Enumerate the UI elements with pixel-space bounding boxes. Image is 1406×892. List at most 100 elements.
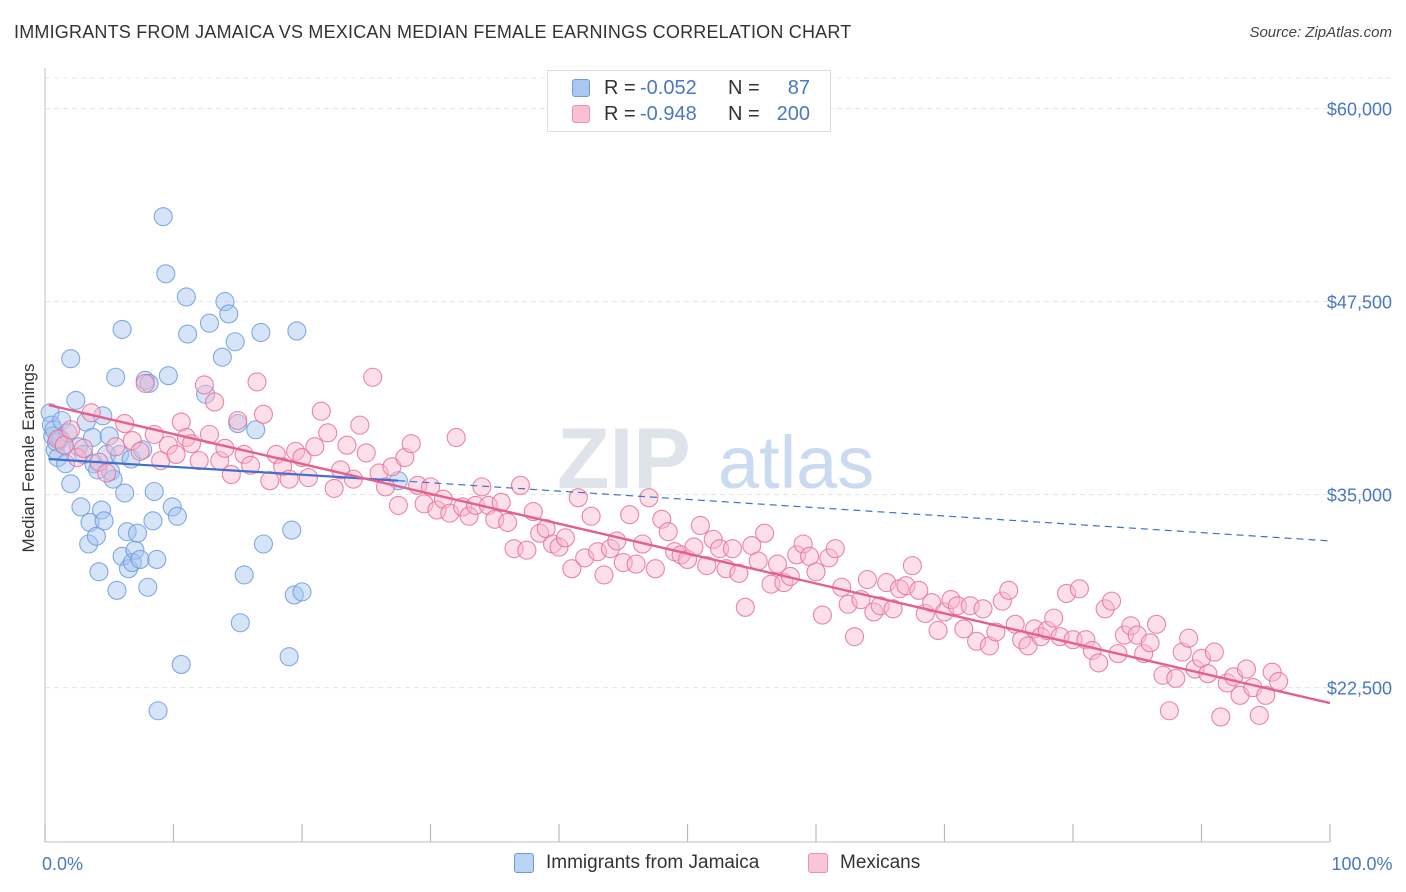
point-mexicans (401, 434, 421, 454)
point-mexicans (722, 539, 743, 559)
point-mexicans (979, 636, 1000, 656)
point-mexicans (562, 559, 582, 579)
point-mexicans (97, 463, 117, 483)
legend-n-value: 87 (787, 76, 810, 99)
point-jamaica (94, 511, 114, 531)
point-jamaica (125, 540, 145, 560)
point-mexicans (241, 455, 261, 475)
grid (45, 77, 1395, 689)
point-jamaica (147, 549, 167, 569)
point-jamaica (171, 654, 191, 674)
y-tick-label: $35,000 (1327, 486, 1392, 506)
x-tick-label: 100.0% (1331, 854, 1392, 874)
legend-r-value: -0.948 (640, 102, 697, 125)
point-mexicans (806, 562, 826, 582)
point-mexicans (517, 540, 537, 560)
point-mexicans (189, 451, 209, 471)
point-mexicans (819, 548, 839, 568)
point-mexicans (1140, 633, 1160, 653)
point-mexicans (130, 441, 150, 461)
point-mexicans (311, 401, 331, 421)
point-mexicans (228, 410, 248, 431)
point-mexicans (472, 477, 492, 497)
point-jamaica (80, 512, 100, 532)
point-mexicans (510, 475, 531, 495)
point-jamaica (86, 526, 106, 546)
point-mexicans (690, 515, 710, 536)
point-mexicans (1211, 707, 1231, 727)
point-mexicans (1236, 659, 1257, 679)
point-jamaica (106, 367, 126, 387)
bottom-legend: Immigrants from Jamaica Mexicans (0, 852, 1406, 878)
point-jamaica (284, 585, 304, 605)
point-jamaica (287, 321, 307, 341)
point-mexicans (324, 478, 344, 498)
point-jamaica (117, 522, 137, 542)
point-mexicans (1269, 671, 1289, 691)
trend-line-mexicans (48, 403, 1331, 705)
point-jamaica (122, 552, 142, 573)
point-mexicans (838, 594, 858, 614)
point-jamaica (199, 313, 220, 333)
point-mexicans (1018, 636, 1038, 656)
point-mexicans (1095, 599, 1115, 619)
point-mexicans (74, 438, 94, 458)
point-mexicans (205, 392, 225, 412)
point-jamaica (58, 423, 78, 443)
point-mexicans (122, 431, 142, 451)
point-jamaica (144, 481, 164, 502)
source-label: Source: ZipAtlas.com (1249, 24, 1392, 41)
point-jamaica (234, 565, 254, 585)
point-mexicans (973, 599, 993, 619)
point-mexicans (337, 435, 357, 455)
point-jamaica (127, 523, 148, 543)
point-mexicans (382, 457, 402, 477)
point-jamaica (176, 287, 196, 307)
point-mexicans (498, 512, 518, 532)
legend-row-jamaica: R = -0.052 N = 87 (548, 75, 810, 101)
point-mexicans (999, 580, 1019, 600)
point-jamaica (219, 304, 239, 324)
legend-swatch-jamaica (572, 79, 590, 97)
bottom-legend-jamaica: Immigrants from Jamaica (514, 852, 759, 874)
point-jamaica (246, 420, 266, 440)
point-mexicans (1166, 668, 1186, 688)
point-mexicans (767, 554, 788, 574)
point-mexicans (793, 534, 813, 554)
legend-swatch-mexicans (572, 105, 590, 123)
point-jamaica (158, 366, 178, 386)
bottom-legend-mexicans: Mexicans (808, 852, 920, 874)
point-jamaica (61, 474, 81, 494)
point-mexicans (166, 444, 186, 465)
point-jamaica (251, 322, 271, 343)
y-axis-label: Median Female Earnings (19, 364, 38, 553)
point-jamaica (167, 506, 187, 526)
point-jamaica (153, 207, 173, 227)
point-mexicans (395, 447, 415, 468)
bottom-legend-label-mexicans: Mexicans (840, 852, 921, 873)
ticks: $22,500 $35,000 $47,500 $60,000 0.0% 100.0% (42, 100, 1393, 874)
point-jamaica (61, 349, 81, 369)
point-mexicans (909, 580, 929, 600)
point-mexicans (600, 539, 620, 559)
point-mexicans (1044, 608, 1064, 628)
point-mexicans (658, 522, 678, 542)
point-jamaica (71, 497, 91, 517)
point-mexicans (697, 556, 717, 576)
point-mexicans (1172, 642, 1192, 662)
legend-n-label: N = (728, 76, 760, 99)
point-mexicans (363, 367, 383, 387)
point-mexicans (1121, 616, 1141, 636)
point-mexicans (703, 529, 723, 549)
watermark: ZIP atlas (557, 411, 874, 507)
point-mexicans (844, 627, 865, 647)
legend-r-label: R = (604, 76, 636, 99)
point-mexicans (992, 591, 1012, 611)
bottom-legend-swatch-jamaica (514, 853, 534, 873)
point-mexicans (922, 593, 942, 613)
bottom-legend-label-jamaica: Immigrants from Jamaica (546, 852, 760, 873)
legend-n-value: 200 (776, 102, 810, 125)
point-mexicans (1179, 628, 1199, 648)
point-mexicans (260, 471, 280, 491)
